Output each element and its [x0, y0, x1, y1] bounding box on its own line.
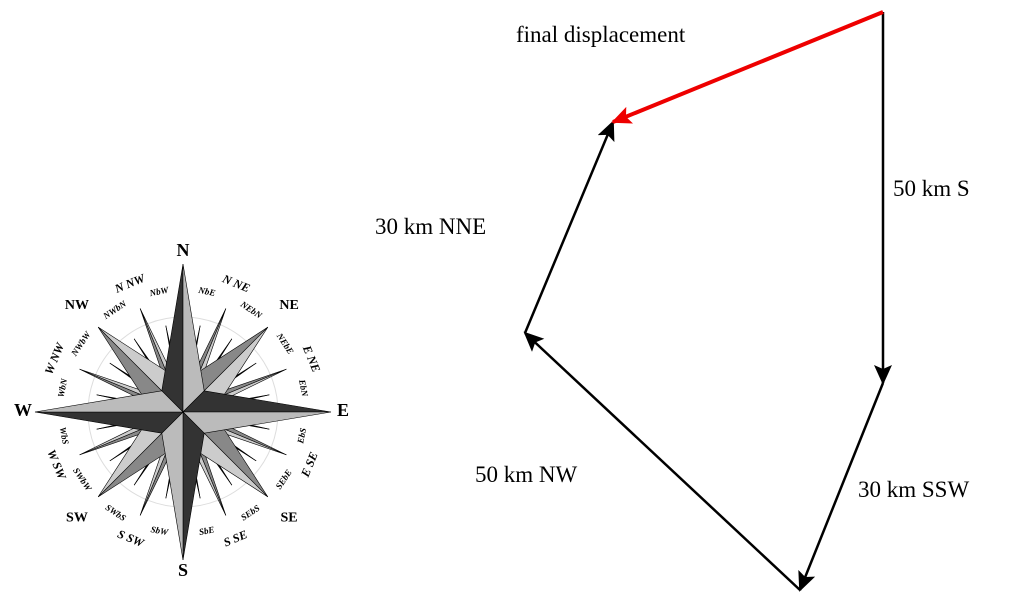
compass-label: NEbN — [238, 299, 264, 321]
vector-label: 50 km S — [893, 176, 970, 201]
compass-label: NEbE — [274, 331, 296, 357]
vector-label: 50 km NW — [475, 462, 578, 487]
compass-label: NbE — [197, 285, 217, 298]
compass-label: SW — [66, 510, 88, 525]
vector-arrow — [525, 122, 613, 333]
compass-label: W NW — [42, 340, 68, 377]
compass-label: W — [14, 400, 32, 420]
compass-label: SbW — [150, 524, 170, 537]
compass-label: NWbN — [100, 298, 128, 321]
compass-spike — [183, 412, 204, 560]
compass-label: N — [177, 240, 190, 260]
compass-label: SWbS — [104, 502, 128, 523]
compass-label: WbN — [56, 377, 70, 398]
compass-label: N NE — [220, 271, 252, 295]
page: N NbEN NE NEbN NE NEbEE NE EbN E EbS E SESEbE SE S… — [0, 0, 1022, 594]
compass-label: SEbE — [274, 468, 294, 491]
compass-label: EbS — [295, 427, 308, 445]
vector-label: 30 km NNE — [375, 214, 486, 239]
compass-label: E — [337, 400, 349, 420]
compass-spike — [35, 412, 183, 433]
compass-label: E NE — [300, 342, 324, 374]
compass-label: N NW — [112, 270, 148, 296]
compass-label: NbW — [148, 284, 171, 298]
compass-label: NWbW — [69, 329, 93, 359]
compass-label: NE — [279, 298, 298, 313]
compass-label: SWbW — [71, 466, 94, 494]
compass-label: S SE — [221, 527, 249, 549]
compass-label: W SW — [44, 447, 69, 482]
compass-spike — [183, 412, 331, 433]
compass-label: WbS — [58, 426, 71, 445]
compass-label: E SE — [298, 450, 321, 480]
compass-label: SE — [281, 510, 298, 525]
compass-label: NW — [65, 298, 89, 313]
resultant-label: final displacement — [516, 22, 686, 47]
compass-label: S SW — [116, 527, 148, 551]
compass-spike — [162, 412, 183, 560]
vector-label: 30 km SSW — [858, 477, 969, 502]
compass-label: SEbS — [239, 503, 262, 523]
compass-label: SbE — [198, 524, 215, 537]
compass-label: S — [178, 560, 188, 580]
compass-label: EbN — [297, 378, 310, 398]
vector-path — [525, 12, 883, 590]
